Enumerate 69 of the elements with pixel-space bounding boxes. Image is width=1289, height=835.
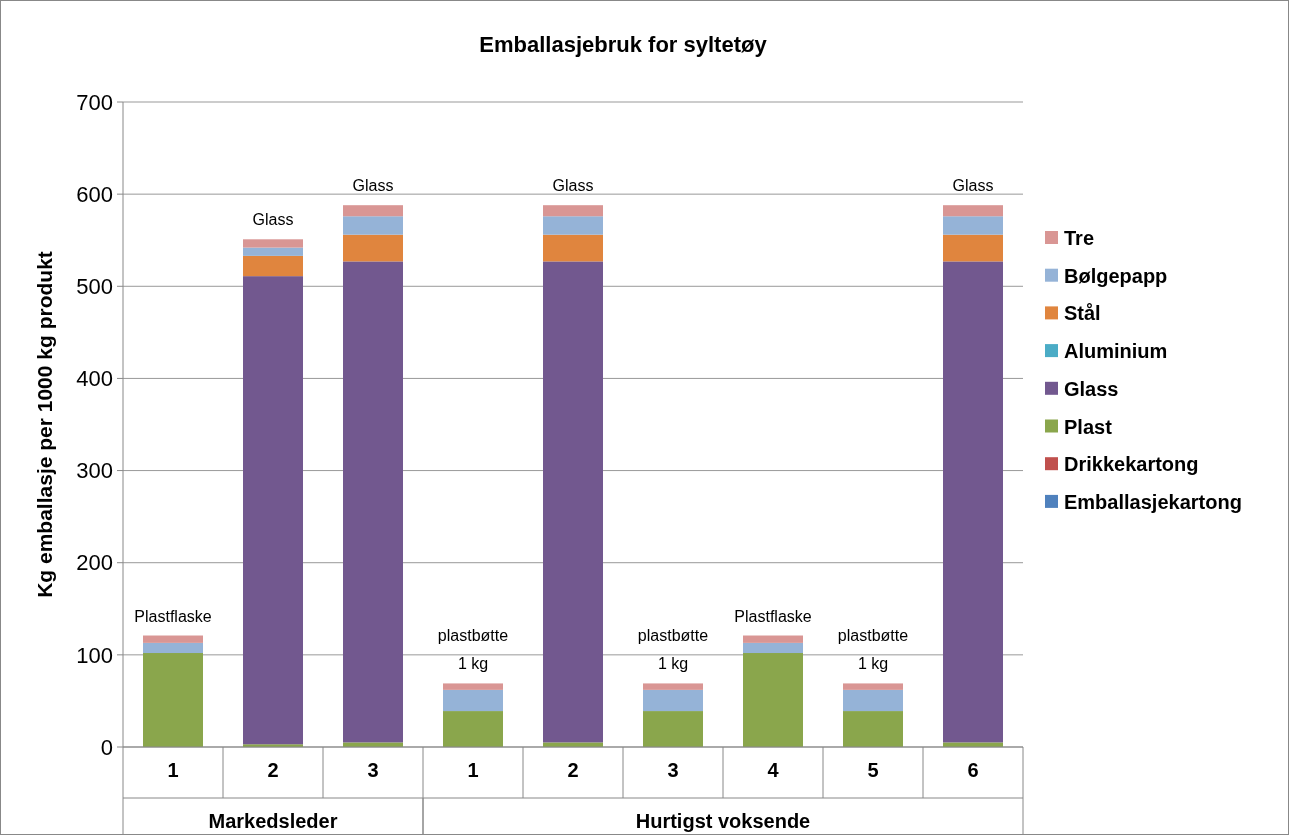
bar	[943, 205, 1003, 217]
x-tick-label: 2	[267, 759, 279, 781]
y-tick-label: 600	[76, 181, 113, 207]
bar	[243, 239, 303, 248]
legend-label: Aluminium	[1064, 340, 1168, 363]
bar	[343, 216, 403, 235]
x-tick-label: 6	[967, 759, 979, 781]
bar	[143, 635, 203, 643]
bar	[943, 216, 1003, 235]
text: Markedsleder	[208, 810, 338, 832]
x-tick-label: 5	[867, 759, 879, 781]
data-label: plastbøtte 1 kg	[437, 627, 509, 673]
legend-label: Bølgepapp	[1064, 264, 1168, 287]
x-tick-label: 3	[667, 759, 679, 781]
x-tick-label: 1	[167, 759, 179, 781]
bar	[743, 642, 803, 654]
data-label: Glass	[252, 211, 294, 229]
bar	[843, 711, 903, 747]
x-tick-label: 2	[567, 759, 579, 781]
y-tick-label: 0	[100, 734, 113, 760]
y-tick-label: 200	[76, 550, 113, 576]
legend-label: Glass	[1064, 377, 1119, 400]
bar	[343, 261, 403, 743]
y-tick-label: 500	[76, 273, 113, 299]
bar	[643, 689, 703, 712]
legend-label: Drikkekartong	[1064, 453, 1199, 476]
text: Hurtigst voksende	[635, 810, 811, 832]
data-label: Plastflaske	[734, 607, 812, 625]
x-tick-label: 3	[367, 759, 379, 781]
bar	[343, 205, 403, 217]
data-label: Glass	[952, 177, 994, 195]
bar	[743, 635, 803, 643]
bar	[443, 683, 503, 690]
bar	[143, 653, 203, 747]
legend-label: Plast	[1064, 415, 1113, 438]
bar	[243, 247, 303, 256]
data-label: Glass	[352, 177, 394, 195]
data-label: plastbøtte 1 kg	[837, 627, 909, 673]
bar	[243, 276, 303, 745]
bar	[643, 711, 703, 747]
x-tick-label: 4	[767, 759, 780, 781]
data-label: Plastflaske	[134, 607, 212, 625]
y-tick-label: 700	[76, 89, 113, 115]
legend-label: Emballasjekartong	[1064, 490, 1242, 513]
bar	[943, 261, 1003, 743]
data-label: Glass	[552, 177, 594, 195]
y-tick-label: 300	[76, 458, 113, 484]
bar	[843, 683, 903, 690]
bar	[443, 689, 503, 712]
x-tick-label: 1	[467, 759, 479, 781]
bar	[743, 653, 803, 747]
legend-label: Stål	[1064, 302, 1101, 325]
bar	[243, 255, 303, 277]
bar	[143, 642, 203, 654]
bar	[943, 234, 1003, 262]
bar	[343, 234, 403, 262]
bar	[843, 689, 903, 712]
bar	[543, 261, 603, 743]
data-label: plastbøtte 1 kg	[637, 627, 709, 673]
bar	[643, 683, 703, 690]
bar	[443, 711, 503, 747]
y-tick-label: 400	[76, 366, 113, 392]
chart-title: Emballasjebruk for syltetøy	[479, 32, 768, 57]
y-tick-label: 100	[76, 642, 113, 668]
legend-label: Tre	[1064, 227, 1095, 249]
bar	[543, 216, 603, 235]
bar	[543, 205, 603, 217]
y-axis-title: Kg emballasje per 1000 kg produkt	[33, 251, 56, 598]
bar	[543, 234, 603, 262]
